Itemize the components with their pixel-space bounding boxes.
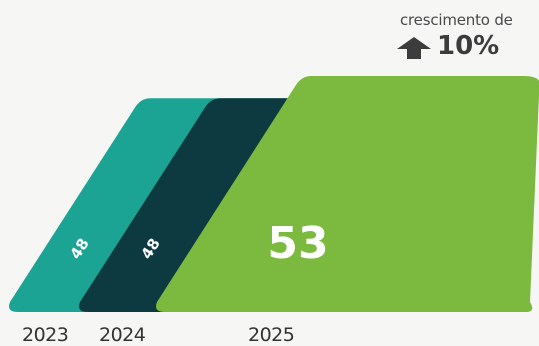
year-label-2025: 2025 bbox=[248, 324, 295, 346]
growth-value: 10% bbox=[437, 31, 500, 61]
value-label-2025: 53 bbox=[267, 218, 328, 269]
year-label-2024: 2024 bbox=[99, 324, 146, 346]
arrow-up-icon bbox=[397, 37, 431, 59]
growth-label: crescimento de bbox=[400, 11, 513, 29]
bar-2025 bbox=[156, 76, 539, 312]
year-label-2023: 2023 bbox=[22, 324, 69, 346]
